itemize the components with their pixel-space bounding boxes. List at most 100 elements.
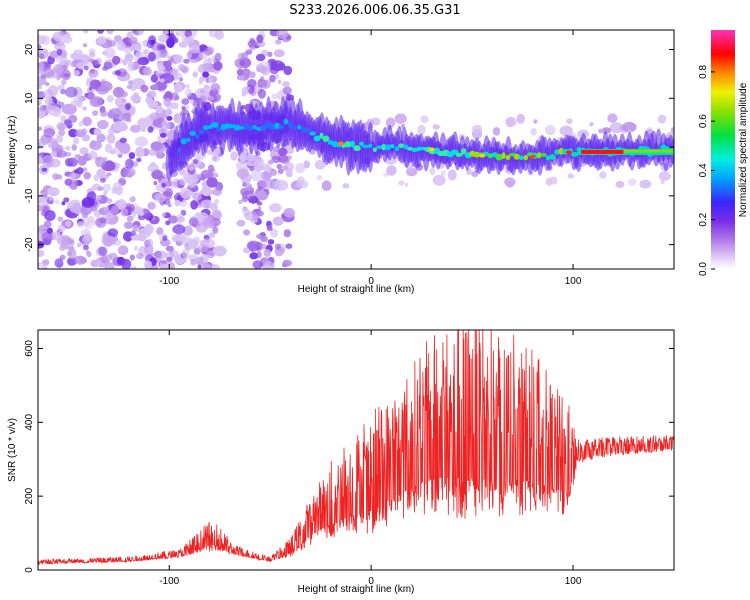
spectrogram-noise-blob: [149, 112, 160, 120]
spectrogram-ridge-core: [394, 146, 400, 152]
spectrogram-noise-blob: [103, 61, 113, 70]
spectrogram-noise-blob: [106, 30, 114, 35]
spectrogram-noise-blob: [247, 242, 257, 251]
spectrogram-ridge-core: [313, 135, 321, 142]
spectrogram-noise-blob: [140, 84, 149, 93]
spectrogram-noise-blob: [168, 246, 174, 253]
spectrogram-ridge-core: [243, 123, 249, 130]
spectrogram-ridge-core: [505, 154, 511, 160]
spectrogram-noise-blob: [81, 197, 95, 208]
colorbar: 0.0 0.2 0.4 0.6 0.8 Normalized spectral ampl…: [698, 30, 749, 276]
spectrogram-noise-blob: [204, 47, 213, 56]
spectrogram-noise-blob: [88, 150, 98, 160]
spectrogram-ridge-core: [381, 143, 387, 151]
spectrogram-noise-blob: [238, 199, 243, 204]
spectrogram-hot-spot: [479, 153, 486, 158]
spectrogram-noise-blob: [57, 216, 64, 222]
spectrogram-noise-blob: [192, 192, 202, 201]
spectrogram-noise-blob: [174, 233, 186, 243]
spectrogram-noise-blob: [160, 128, 166, 133]
spectrogram-noise-blob: [102, 235, 117, 246]
spectrogram-ridge-core: [211, 122, 219, 128]
spectrogram-y-axis: -20 -10 0 10 20: [24, 44, 674, 252]
colorbar-tick-label: 0.4: [698, 163, 709, 177]
spectrogram-noise-blob: [97, 186, 104, 191]
spectrogram-noise-blob: [56, 48, 63, 56]
colorbar-tick-label: 0.6: [698, 114, 709, 128]
spectrogram-ridge-core: [274, 122, 280, 129]
spectrogram-ridge-layer: [165, 93, 674, 182]
spectrogram-ridge-core: [523, 155, 529, 161]
spectrogram-noise-blob: [46, 227, 54, 234]
spectrogram-noise-blob: [256, 180, 268, 189]
spectrogram-ridge-core: [362, 144, 370, 149]
spectrogram-noise-blob: [236, 168, 249, 179]
spectrogram-noise-blob: [257, 206, 262, 211]
spectrogram-noise-blob: [274, 243, 281, 250]
spectrogram-noise-blob: [261, 163, 271, 172]
spectrogram-noise-blob: [131, 265, 137, 269]
spectrogram-noise-blob: [41, 231, 53, 242]
spectrogram-noise-blob: [47, 85, 59, 97]
colorbar-label: Normalized spectral amplitude: [738, 82, 749, 217]
spectrogram-noise-blob: [87, 57, 92, 63]
spectrogram-noise-blob: [230, 151, 238, 161]
spectrogram-noise-blob: [156, 227, 164, 236]
spectrogram-noise-blob: [95, 194, 102, 200]
spectrogram-noise-blob: [162, 235, 168, 242]
snr-frame: [37, 329, 675, 571]
spectrogram-noise-blob: [74, 154, 81, 159]
spectrogram-noise-blob: [52, 230, 61, 241]
spectrogram-noise-blob: [159, 132, 167, 138]
spectrogram-noise-blob: [283, 229, 291, 238]
spectrogram-noise-blob: [136, 157, 142, 163]
colorbar-tick-label: 0.2: [698, 212, 709, 226]
spectrogram-noise-blob: [135, 146, 145, 158]
spectrogram-noise-blob: [181, 98, 190, 105]
spectrogram-noise-blob: [38, 126, 43, 131]
spectrogram-y-tick-label: 20: [24, 44, 35, 56]
spectrogram-noise-blob: [147, 201, 156, 210]
spectrogram-noise-blob: [321, 180, 332, 191]
spectrogram-noise-blob: [167, 203, 172, 208]
spectrogram-noise-blob: [99, 217, 107, 224]
spectrogram-noise-blob: [282, 259, 292, 267]
spectrogram-noise-blob: [282, 81, 290, 88]
spectrogram-noise-blob: [58, 123, 66, 131]
spectrogram-noise-blob: [39, 192, 49, 202]
spectrogram-noise-blob: [211, 154, 221, 163]
spectrogram-noise-blob: [165, 108, 173, 116]
spectrogram-noise-blob: [137, 59, 142, 64]
spectrogram-ridge-core: [301, 126, 307, 133]
spectrogram-noise-blob: [255, 234, 263, 239]
spectrogram-noise-blob: [598, 128, 604, 134]
spectrogram-noise-blob: [114, 97, 126, 107]
spectrogram-noise-blob: [95, 156, 106, 168]
spectrogram-ridge-core: [513, 153, 521, 160]
spectrogram-noise-blob: [208, 77, 214, 84]
spectrogram-noise-blob: [197, 244, 209, 253]
snr-series-line: [38, 330, 674, 566]
spectrogram-noise-blob: [210, 82, 220, 92]
spectrogram-noise-blob: [269, 66, 279, 75]
spectrogram-noise-blob: [188, 190, 193, 197]
spectrogram-ridge-core: [322, 135, 330, 142]
spectrogram-noise-blob: [276, 30, 289, 40]
spectrogram-noise-blob: [269, 228, 279, 238]
spectrogram-noise-blob: [72, 137, 80, 145]
spectrogram-noise-blob: [184, 88, 192, 97]
spectrogram-noise-blob: [148, 148, 157, 156]
spectrogram-noise-blob: [52, 173, 59, 181]
spectrogram-noise-blob: [163, 97, 172, 107]
spectrogram-ridge-core: [385, 144, 392, 151]
spectrogram-noise-blob: [54, 42, 66, 51]
spectrogram-noise-blob: [429, 167, 436, 175]
spectrogram-noise-blob: [190, 258, 197, 266]
spectrogram-noise-blob: [239, 153, 247, 162]
spectrogram-noise-blob: [545, 177, 553, 186]
spectrogram-noise-blob: [206, 177, 218, 188]
spectrogram-noise-blob: [202, 217, 215, 229]
spectrogram-noise-blob: [657, 114, 667, 124]
spectrogram-ridge-core: [359, 141, 364, 146]
spectrogram-noise-blob: [74, 53, 83, 60]
